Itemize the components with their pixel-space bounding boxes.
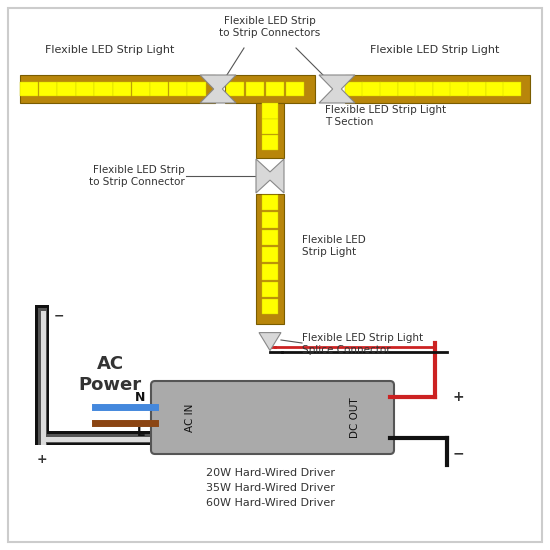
Text: 20W Hard-Wired Driver
35W Hard-Wired Driver
60W Hard-Wired Driver: 20W Hard-Wired Driver 35W Hard-Wired Dri… <box>206 468 334 508</box>
Text: L: L <box>137 426 145 439</box>
Bar <box>486 82 504 96</box>
Text: Flexible LED Strip
to Strip Connectors: Flexible LED Strip to Strip Connectors <box>219 16 321 38</box>
Bar <box>256 194 284 324</box>
Bar <box>226 82 244 96</box>
Bar <box>76 82 94 96</box>
Bar <box>169 82 187 96</box>
Bar <box>188 82 206 96</box>
Text: +: + <box>453 390 465 404</box>
Polygon shape <box>256 159 284 193</box>
Bar <box>57 82 75 96</box>
Bar <box>256 103 284 158</box>
Bar <box>41 437 150 442</box>
Bar <box>95 82 113 96</box>
Bar <box>131 82 150 96</box>
Bar <box>262 195 278 210</box>
Bar <box>262 247 278 262</box>
Bar <box>39 82 57 96</box>
Text: Flexible LED Strip Light
Splice Connector: Flexible LED Strip Light Splice Connecto… <box>302 333 423 355</box>
Text: +: + <box>37 453 47 466</box>
Bar <box>38 434 150 443</box>
Bar <box>35 431 150 445</box>
Polygon shape <box>259 333 281 350</box>
Bar <box>345 82 363 96</box>
Bar <box>362 82 381 96</box>
Bar <box>262 282 278 297</box>
Text: Flexible LED Strip Light: Flexible LED Strip Light <box>370 45 500 55</box>
Bar <box>398 82 416 96</box>
Bar <box>262 299 278 315</box>
Text: AC IN: AC IN <box>185 403 195 432</box>
Bar <box>262 103 278 119</box>
Polygon shape <box>319 75 355 103</box>
Text: Flexible LED
Strip Light: Flexible LED Strip Light <box>302 235 366 257</box>
Bar <box>113 82 131 96</box>
Bar <box>262 212 278 228</box>
Text: N: N <box>135 391 145 404</box>
Bar <box>20 82 38 96</box>
Bar <box>262 230 278 245</box>
Polygon shape <box>200 75 236 103</box>
Text: Flexible LED Strip Light: Flexible LED Strip Light <box>45 45 175 55</box>
Bar <box>150 82 168 96</box>
Bar <box>266 82 284 96</box>
Bar <box>433 82 451 96</box>
Text: −: − <box>453 446 465 460</box>
Bar <box>262 119 278 134</box>
Bar <box>468 82 486 96</box>
Text: DC OUT: DC OUT <box>350 397 360 438</box>
Text: AC
Power: AC Power <box>79 355 141 394</box>
Bar <box>503 82 521 96</box>
Bar <box>415 82 433 96</box>
Bar <box>246 82 264 96</box>
Text: Flexible LED Strip
to Strip Connector: Flexible LED Strip to Strip Connector <box>89 165 185 187</box>
Bar <box>20 75 215 103</box>
Text: −: − <box>54 310 64 323</box>
Bar <box>35 305 49 445</box>
Bar <box>380 82 398 96</box>
Bar <box>262 265 278 280</box>
Bar <box>262 135 278 150</box>
Bar <box>225 75 315 103</box>
Bar <box>41 311 46 445</box>
Text: Flexible LED Strip Light
T Section: Flexible LED Strip Light T Section <box>325 105 446 126</box>
Bar <box>38 308 47 445</box>
FancyBboxPatch shape <box>151 381 394 454</box>
Bar <box>286 82 304 96</box>
Bar <box>450 82 469 96</box>
Bar <box>345 75 530 103</box>
